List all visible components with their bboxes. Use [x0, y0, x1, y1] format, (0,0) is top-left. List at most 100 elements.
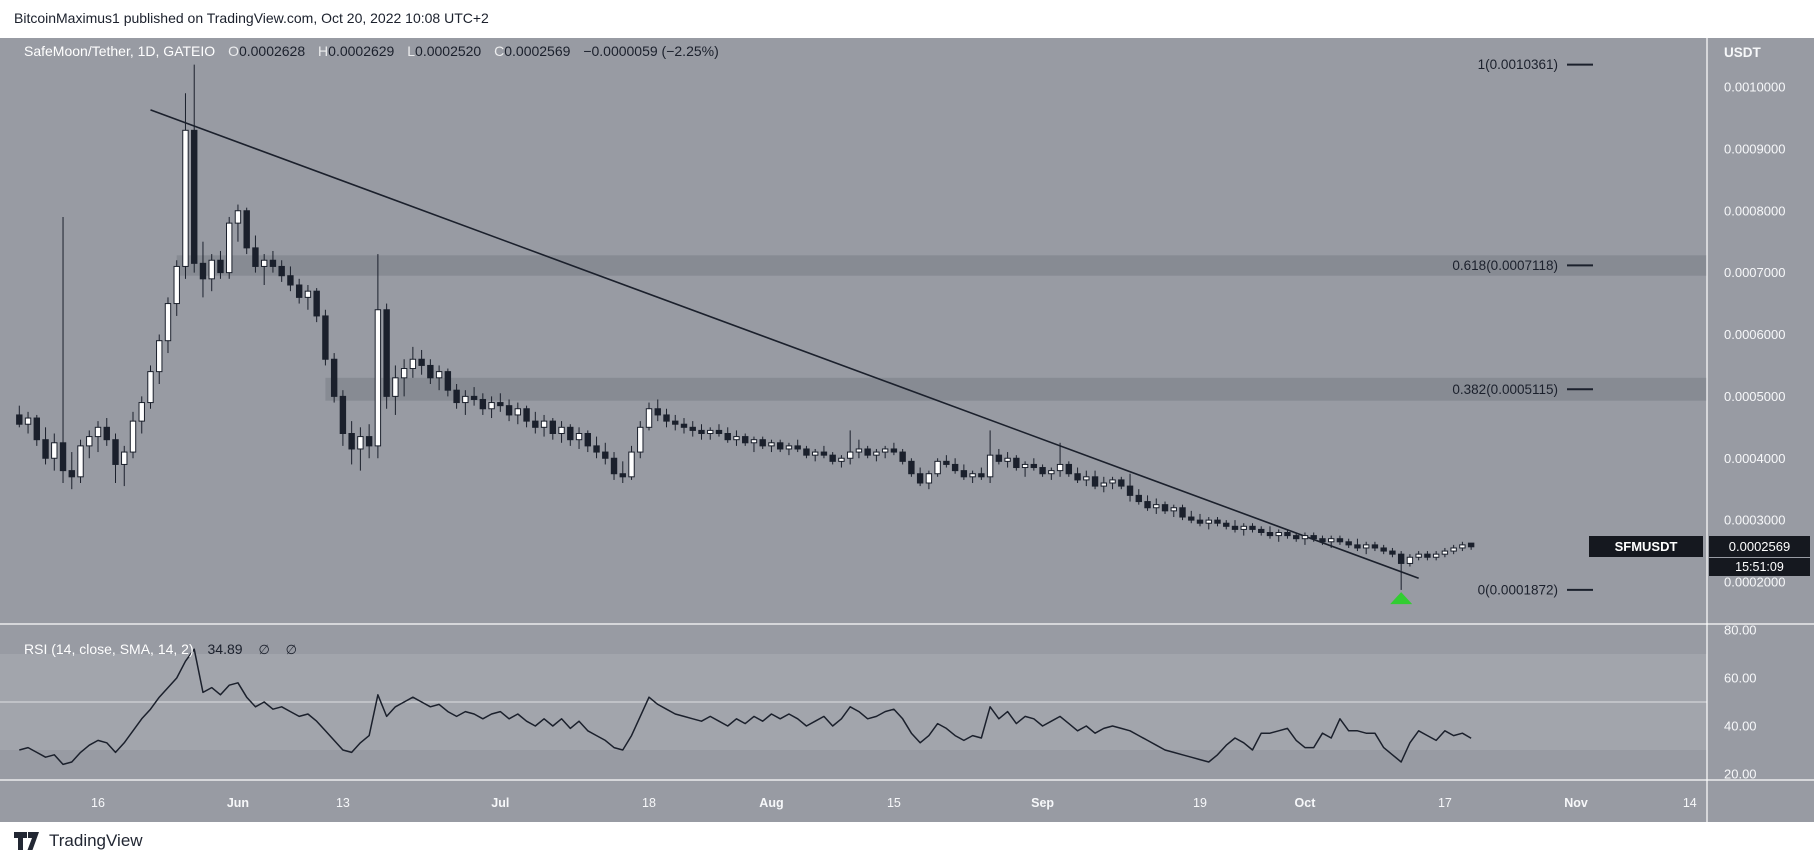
candle-body [1354, 544, 1361, 549]
candle-body [864, 448, 871, 456]
candle-body [1048, 470, 1055, 475]
candle-body [1240, 525, 1247, 530]
candle-body [707, 429, 714, 434]
candle-body [785, 445, 793, 450]
candle-body [663, 414, 670, 422]
candle-body [540, 420, 548, 428]
candle-body [916, 473, 924, 484]
candle-body [1100, 482, 1108, 487]
candle-body [313, 290, 320, 317]
open-value: 0.0002628 [238, 43, 306, 59]
rsi-legend: RSI (14, close, SMA, 14, 2) 34.89 ∅ ∅ [24, 641, 297, 658]
candle-body [1056, 463, 1064, 472]
candle-body [654, 408, 661, 416]
candle-body [1328, 538, 1335, 543]
tradingview-logo[interactable]: TradingView [14, 830, 143, 852]
candle-body [1170, 507, 1177, 512]
footer-bar: TradingView [0, 822, 1814, 861]
candle-body [1126, 485, 1134, 496]
candle-body [672, 420, 679, 425]
candle-body [1083, 476, 1090, 481]
publish-bar: BitcoinMaximus1 published on TradingView… [0, 0, 1814, 38]
chart-background [0, 38, 1814, 822]
candle-body [593, 445, 600, 453]
price-axis-tick: 0.0006000 [1724, 327, 1785, 342]
tradingview-logo-icon [14, 832, 39, 850]
time-axis-tick: Nov [1564, 796, 1588, 810]
candle-body [260, 259, 268, 267]
candle-body [715, 429, 723, 434]
candle-body [68, 470, 75, 478]
candle-body [575, 433, 583, 441]
candle-body [1074, 473, 1081, 481]
time-axis-tick: Aug [759, 796, 783, 810]
candle-body [295, 284, 303, 298]
candle-body [1231, 525, 1239, 530]
high-value: 0.0002629 [328, 43, 395, 59]
candle-body [59, 442, 67, 472]
candle-body [1013, 457, 1020, 469]
candle-body [365, 436, 373, 447]
price-scale[interactable]: USDT 0.0010000 0.0009000 0.0008000 0.0007000… [1724, 45, 1785, 782]
candle-body [829, 454, 836, 462]
price-axis-tick: 0.0010000 [1724, 80, 1785, 95]
high-label: H [318, 43, 329, 59]
candle-body [488, 402, 495, 410]
open-label: O [228, 43, 239, 59]
candle-body [1258, 528, 1265, 533]
candle-body [803, 448, 810, 456]
candle-body [1179, 507, 1186, 518]
candle-body [549, 420, 557, 434]
candle-body [1135, 494, 1142, 503]
candle-body [1223, 522, 1230, 527]
price-pane[interactable] [16, 64, 1707, 605]
fib-level-label: 0.618(0.0007118) [1452, 258, 1558, 273]
candle-body [1380, 547, 1387, 552]
time-axis-tick: 16 [91, 796, 105, 810]
rsi-hidden-plot-icon: ∅ [285, 642, 297, 657]
candle-body [278, 265, 285, 277]
fib-zone[interactable] [325, 377, 1707, 401]
rsi-pane[interactable] [0, 648, 1707, 766]
candle-body [1275, 532, 1282, 537]
candle-body [1039, 467, 1046, 475]
price-axis-tick: 0.0008000 [1724, 203, 1785, 218]
time-scale[interactable]: 16 Jun 13 Jul 18 Aug 15 Sep 19 Oct 17 Nov 14 [91, 796, 1697, 810]
candle-body [129, 420, 137, 453]
candle-body [24, 417, 32, 425]
candle-body [418, 358, 425, 366]
symbol-legend: SafeMoon/Tether, 1D, GATEIO O0.0002628 H… [24, 43, 719, 59]
candle-body [173, 265, 180, 305]
candle-body [794, 445, 801, 450]
candle-body [925, 473, 933, 484]
time-axis-tick: 17 [1438, 796, 1452, 810]
candle-body [995, 454, 1003, 462]
candle-body [610, 457, 618, 475]
candle-body [497, 402, 504, 407]
candle-body [602, 451, 609, 459]
candle-body [881, 448, 889, 453]
rsi-hidden-plot-icon: ∅ [258, 642, 270, 657]
candle-body [1161, 504, 1169, 512]
candle-body [470, 395, 478, 400]
candle-body [147, 371, 154, 404]
price-axis-tick: 0.0004000 [1724, 451, 1785, 466]
candle-body [943, 460, 950, 465]
last-price-symbol-badge: SFMUSDT [1589, 536, 1703, 557]
candle-body [339, 395, 347, 434]
candle-body [226, 222, 233, 274]
candle-body [357, 436, 364, 450]
tradingview-logo-text: TradingView [49, 831, 143, 850]
candle-body [1065, 463, 1073, 475]
candle-body [934, 460, 941, 475]
candle-body [1109, 479, 1116, 484]
descending-trendline[interactable] [150, 109, 1419, 580]
candle-body [584, 433, 591, 447]
candle-body [1266, 532, 1274, 537]
candle-body [1319, 538, 1326, 543]
candle-body [287, 275, 294, 286]
triangle-up-marker[interactable] [1390, 592, 1413, 605]
candle-body [558, 426, 565, 434]
